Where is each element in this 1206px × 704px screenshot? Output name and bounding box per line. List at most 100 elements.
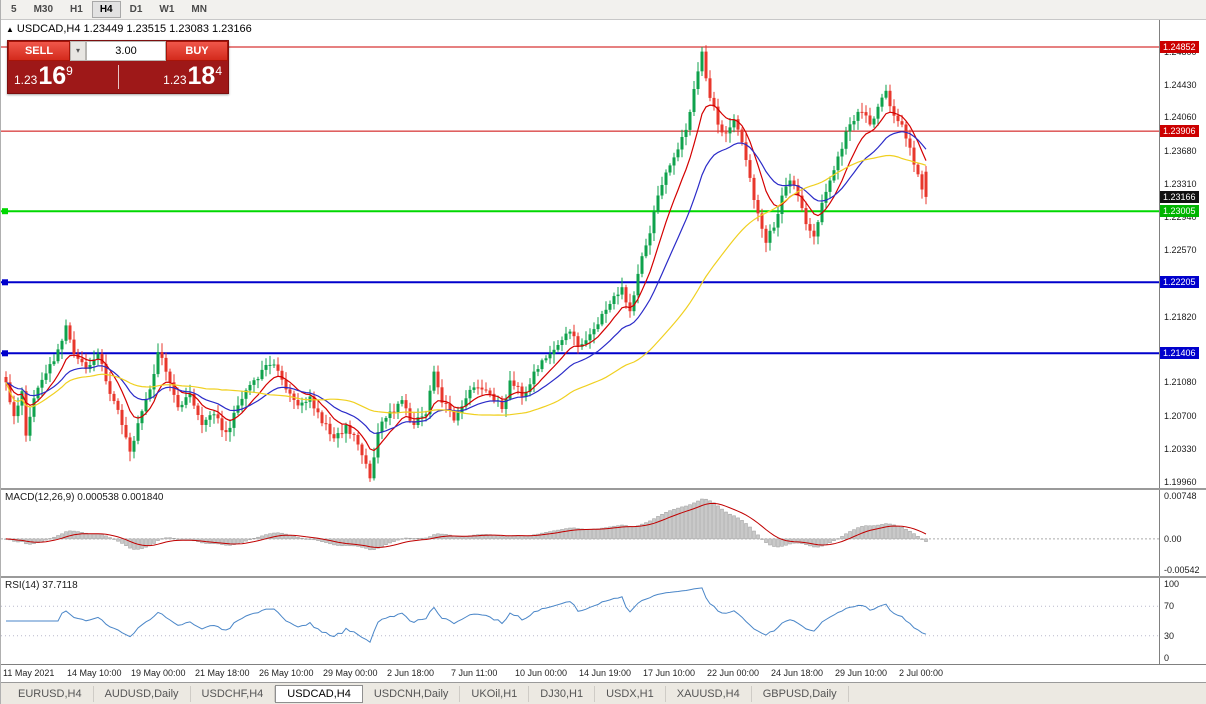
candle [596, 324, 600, 330]
chart-tab-audusd-daily[interactable]: AUDUSD,Daily [94, 685, 191, 702]
candle [312, 396, 316, 409]
line-handle[interactable] [2, 350, 8, 357]
rsi-line [6, 587, 927, 643]
lot-size-input[interactable] [86, 41, 166, 61]
panel-splitter[interactable] [1, 576, 1206, 578]
candle [376, 432, 380, 458]
candle [544, 358, 548, 361]
chart-title: ▲ USDCAD,H4 1.23449 1.23515 1.23083 1.231… [6, 23, 252, 35]
chart-tab-ukoil-h1[interactable]: UKOil,H1 [460, 685, 530, 702]
candle [472, 387, 476, 390]
buy-price-prefix: 1.23 [163, 73, 187, 87]
candle [144, 398, 148, 412]
macd-chart[interactable] [1, 490, 1161, 576]
candle [652, 211, 656, 234]
candle [340, 433, 344, 435]
lot-dropdown-icon[interactable]: ▾ [70, 41, 86, 61]
price-tick-label: 1.20700 [1164, 411, 1197, 421]
time-label: 17 Jun 10:00 [643, 668, 696, 678]
candle [476, 387, 480, 389]
chart-tab-dj30-h1[interactable]: DJ30,H1 [529, 685, 596, 702]
candle [116, 400, 120, 410]
candle [212, 414, 216, 416]
rsi-axis: 100 70 30 0 [1159, 578, 1206, 664]
candle [908, 138, 912, 148]
candle [204, 419, 208, 425]
sell-button[interactable]: SELL [8, 41, 70, 61]
candle [620, 287, 624, 295]
chart-tab-usdcnh-daily[interactable]: USDCNH,Daily [363, 685, 461, 702]
candle [876, 106, 880, 119]
one-click-trading-panel: SELL ▾ BUY 1.23 16 9 1.23 18 4 [7, 40, 229, 94]
candle [96, 353, 100, 360]
chart-tab-usdchf-h4[interactable]: USDCHF,H4 [191, 685, 276, 702]
candle [916, 164, 920, 175]
price-axis[interactable]: 1.248001.244301.240601.236801.233101.229… [1159, 20, 1206, 488]
candle [520, 386, 524, 397]
price-badge: 1.24852 [1160, 41, 1199, 53]
rsi-axis-label: 70 [1164, 601, 1175, 611]
time-label: 22 Jun 00:00 [707, 668, 760, 678]
candle [604, 309, 608, 314]
candle [188, 393, 192, 398]
candle [100, 353, 104, 364]
candle [540, 360, 544, 370]
candle [528, 384, 532, 392]
line-handle[interactable] [2, 208, 8, 215]
candle [68, 325, 72, 340]
candle [12, 402, 16, 417]
timeframe-button-mn[interactable]: MN [191, 4, 207, 15]
chart-tab-eurusd-h4[interactable]: EURUSD,H4 [7, 685, 94, 702]
candle [260, 369, 264, 380]
candle [436, 371, 440, 388]
candle [744, 142, 748, 160]
candlestick-chart[interactable] [1, 20, 1161, 488]
timeframe-button-5[interactable]: 5 [11, 4, 17, 15]
candle [920, 174, 924, 190]
candle [712, 97, 716, 107]
candle [88, 365, 92, 369]
candle [92, 359, 96, 365]
candle [156, 352, 160, 375]
buy-button[interactable]: BUY [166, 41, 228, 61]
candle [552, 349, 556, 355]
chart-tab-gbpusd-daily[interactable]: GBPUSD,Daily [752, 685, 849, 702]
chart-tab-xauusd-h4[interactable]: XAUUSD,H4 [666, 685, 752, 702]
candle [280, 370, 284, 380]
timeframe-button-h1[interactable]: H1 [70, 4, 83, 15]
time-label: 24 Jun 18:00 [771, 668, 824, 678]
candle [768, 230, 772, 243]
candle [804, 208, 808, 225]
time-label: 11 May 2021 [3, 668, 55, 678]
candle [716, 106, 720, 125]
candle [320, 412, 324, 424]
candle [824, 191, 828, 203]
candle [48, 364, 52, 374]
candle [108, 381, 112, 394]
timeframe-button-d1[interactable]: D1 [129, 4, 143, 15]
candle [44, 373, 48, 380]
candle [60, 340, 64, 350]
timeframe-button-w1[interactable]: W1 [159, 4, 175, 15]
candle [608, 304, 612, 310]
candle [252, 380, 256, 385]
candle [4, 377, 8, 383]
candle [356, 435, 360, 445]
chart-tab-usdcad-h4[interactable]: USDCAD,H4 [275, 684, 363, 703]
candle [336, 433, 340, 439]
candle [684, 129, 688, 137]
rsi-chart[interactable] [1, 578, 1161, 664]
price-tick-label: 1.22940 [1164, 212, 1197, 222]
chart-collapse-icon[interactable]: ▲ [6, 25, 14, 34]
candle [396, 403, 400, 413]
panel-splitter[interactable] [1, 488, 1206, 490]
timeframe-button-h4[interactable]: H4 [91, 1, 121, 18]
chart-tab-usdx-h1[interactable]: USDX,H1 [595, 685, 666, 702]
candle [488, 390, 492, 394]
time-label: 29 May 00:00 [323, 668, 378, 678]
line-handle[interactable] [2, 279, 8, 286]
candle [288, 389, 292, 394]
candle [196, 405, 200, 415]
timeframe-button-m30[interactable]: M30 [33, 4, 54, 15]
candle [836, 156, 840, 171]
